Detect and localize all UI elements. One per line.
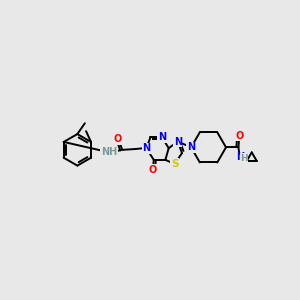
Text: H: H xyxy=(240,154,248,163)
Text: N: N xyxy=(187,142,195,152)
Text: N: N xyxy=(142,143,150,153)
Text: NH: NH xyxy=(101,147,117,157)
Text: O: O xyxy=(114,134,122,144)
Text: O: O xyxy=(236,131,244,141)
Text: S: S xyxy=(171,159,178,169)
Text: O: O xyxy=(149,165,157,175)
Text: N: N xyxy=(174,136,182,146)
Text: N: N xyxy=(236,152,244,162)
Text: N: N xyxy=(158,132,166,142)
